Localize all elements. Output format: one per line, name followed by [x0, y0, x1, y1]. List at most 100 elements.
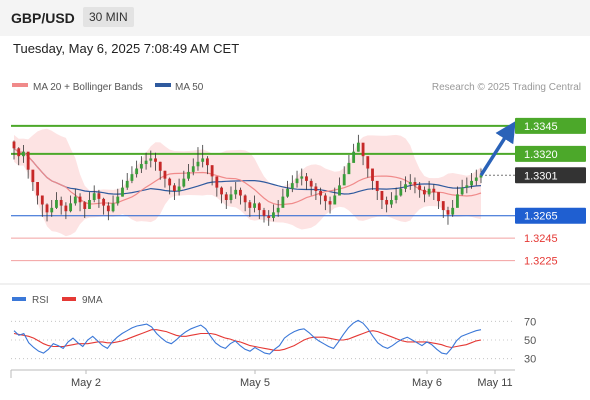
candle	[191, 158, 195, 176]
candle-body	[380, 191, 384, 200]
candle-body	[361, 142, 365, 157]
candle	[26, 151, 30, 179]
candle-body	[97, 193, 101, 199]
candle	[446, 206, 450, 225]
candle	[295, 170, 299, 188]
candle-body	[281, 196, 285, 208]
candle-body	[239, 189, 242, 196]
candle	[375, 180, 379, 200]
candle-body	[413, 182, 417, 186]
candle	[177, 178, 181, 196]
candle-body	[352, 151, 356, 163]
candle	[130, 166, 134, 184]
candle	[69, 195, 73, 213]
candle	[224, 192, 228, 209]
candle-body	[83, 202, 87, 209]
interval-badge[interactable]: 30 MIN	[83, 7, 134, 27]
candle	[168, 177, 172, 195]
candle	[455, 186, 459, 208]
candle	[50, 199, 54, 217]
candle-body	[338, 185, 341, 196]
candle	[182, 170, 186, 188]
candle-body	[460, 187, 464, 195]
candle	[22, 144, 25, 163]
candle	[97, 189, 101, 208]
candle	[149, 150, 153, 168]
candle-body	[474, 177, 478, 181]
candle	[229, 186, 233, 204]
candle	[465, 177, 469, 194]
candle-body	[437, 192, 440, 202]
time-tick-label: May 5	[240, 377, 270, 389]
candle-body	[106, 205, 110, 212]
ma20-legend-label: MA 20 + Bollinger Bands	[33, 82, 143, 93]
candle-body	[371, 168, 374, 181]
rsi-tick-label: 30	[524, 354, 536, 366]
candle	[389, 192, 393, 208]
candle-body	[465, 185, 469, 188]
rsi-line	[13, 319, 482, 355]
rsi-lines	[13, 319, 482, 355]
moving-averages	[13, 147, 482, 206]
last-label-box	[515, 167, 586, 184]
rsi-ma-legend-label: 9MA	[82, 295, 103, 306]
candle-body	[267, 215, 271, 218]
ma20-line	[13, 147, 482, 206]
candle	[248, 199, 252, 217]
candle	[333, 187, 337, 205]
candle-body	[276, 207, 280, 213]
candle-body	[375, 180, 379, 191]
time-tick-label: May 2	[71, 377, 101, 389]
candle	[196, 147, 200, 171]
ma50-legend-swatch	[155, 83, 171, 87]
candle	[220, 186, 223, 204]
candle-body	[116, 196, 120, 204]
candle-body	[470, 180, 473, 186]
candle	[17, 147, 21, 166]
candle-body	[187, 171, 190, 179]
candle-body	[210, 165, 214, 177]
candle-body	[295, 178, 299, 184]
candle	[31, 169, 35, 191]
candle	[172, 183, 176, 200]
candle	[380, 191, 384, 209]
candle	[347, 155, 351, 175]
candle-body	[158, 161, 162, 171]
candle	[290, 175, 294, 193]
candle	[470, 173, 473, 189]
support-level-label: 1.3225	[524, 256, 558, 268]
candle	[460, 179, 464, 196]
candle-body	[272, 212, 275, 218]
candle	[243, 194, 247, 212]
candle-body	[356, 142, 360, 152]
candle-body	[441, 201, 445, 211]
candle-body	[139, 164, 143, 169]
candle-body	[319, 191, 323, 196]
candle	[154, 152, 157, 171]
candle	[319, 187, 323, 205]
rsi-ma-line	[13, 329, 482, 351]
candle	[281, 188, 285, 208]
support-level-label: 1.3245	[524, 233, 558, 245]
candle-body	[144, 160, 148, 165]
last-level-label: 1.3301	[524, 170, 558, 182]
candle	[262, 207, 266, 223]
candle	[215, 176, 219, 197]
candle	[267, 210, 271, 226]
resistance-level-label: 1.3345	[524, 121, 558, 133]
candlesticks	[12, 134, 483, 226]
candle	[422, 186, 426, 203]
candle-body	[286, 188, 290, 197]
candle	[36, 182, 40, 205]
candle	[257, 202, 261, 220]
ma50-line	[13, 147, 482, 195]
candle-body	[248, 202, 252, 208]
candle-body	[64, 205, 68, 212]
candle	[210, 165, 214, 186]
pivot-level-label: 1.3265	[524, 211, 558, 223]
candle-body	[154, 158, 157, 162]
time-tick-label: May 6	[412, 377, 442, 389]
candle	[59, 196, 63, 215]
candle-body	[121, 187, 124, 197]
